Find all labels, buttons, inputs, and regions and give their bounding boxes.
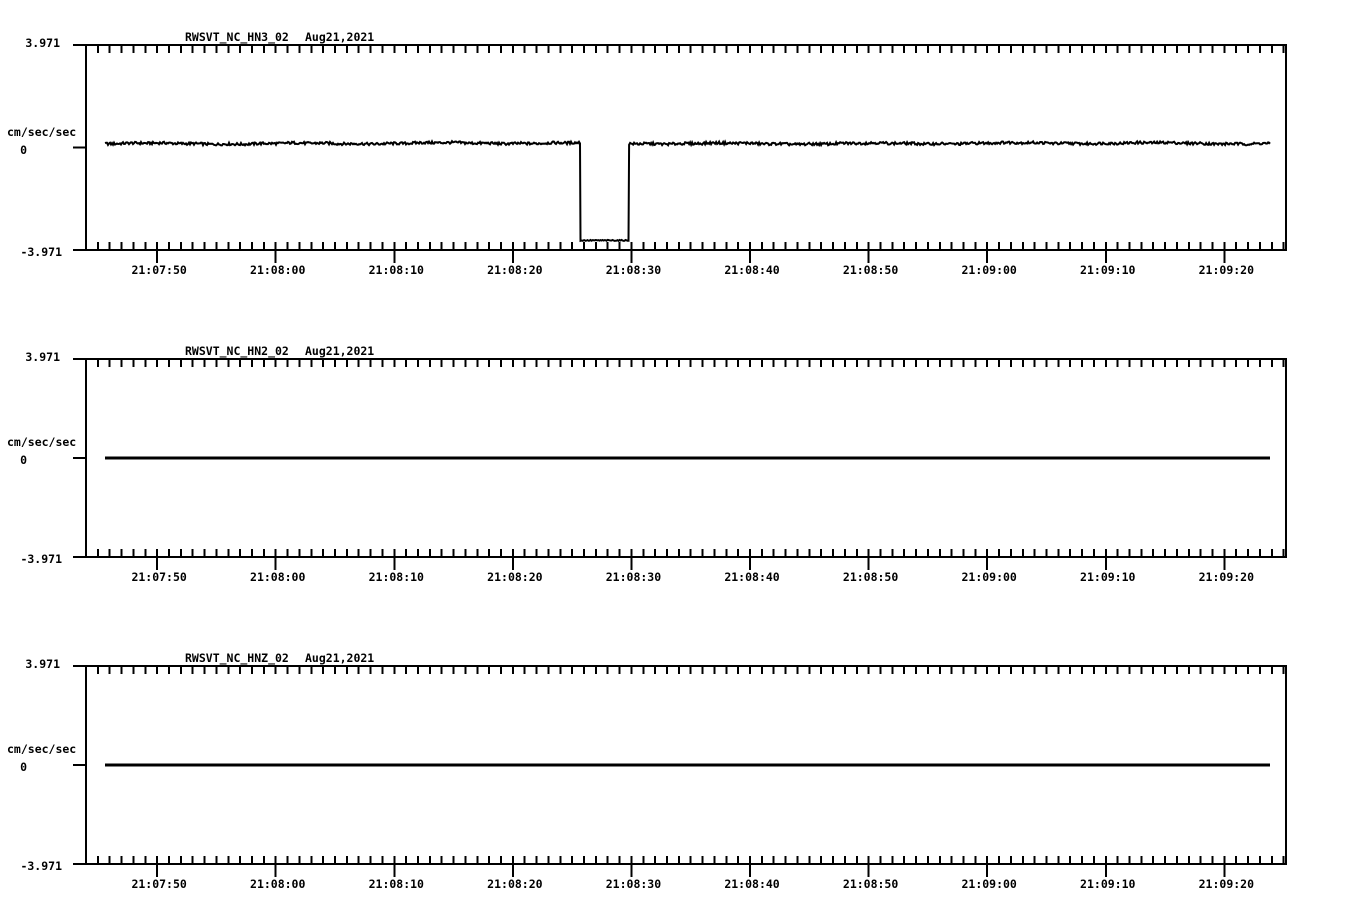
x-tick-label: 21:09:10 (1080, 263, 1136, 277)
y-tick-label-max: 3.971 (25, 36, 60, 50)
x-tick-label: 21:09:20 (1198, 570, 1255, 584)
y-tick-label-min: -3.971 (20, 552, 62, 566)
x-tick-label: 21:08:20 (487, 570, 543, 584)
x-tick-label: 21:08:40 (724, 570, 780, 584)
panel-title: RWSVT_NC_HN2_02 (185, 344, 289, 358)
y-tick-label-min: -3.971 (20, 859, 62, 873)
x-tick-label: 21:09:20 (1198, 263, 1255, 277)
x-tick-label: 21:09:00 (961, 570, 1017, 584)
x-tick-label: 21:08:00 (250, 263, 306, 277)
x-tick-label: 21:09:00 (961, 263, 1017, 277)
x-tick-label: 21:09:20 (1198, 877, 1255, 891)
x-tick-label: 21:08:10 (368, 877, 424, 891)
x-tick-label: 21:08:00 (250, 570, 306, 584)
x-tick-label: 21:07:50 (131, 570, 187, 584)
y-tick-label-zero: 0 (20, 453, 27, 467)
y-tick-label-min: -3.971 (20, 245, 62, 259)
x-tick-label: 21:08:00 (250, 877, 306, 891)
y-tick-label-max: 3.971 (25, 350, 60, 364)
x-tick-label: 21:07:50 (131, 263, 187, 277)
y-axis-unit-label: cm/sec/sec (7, 435, 77, 449)
x-tick-label: 21:08:30 (605, 570, 662, 584)
x-tick-label: 21:08:20 (487, 877, 543, 891)
x-tick-label: 21:08:20 (487, 263, 543, 277)
seismogram-panel-hn3 (73, 44, 1287, 263)
y-axis-unit-label: cm/sec/sec (7, 124, 77, 139)
x-tick-label: 21:08:50 (842, 570, 899, 584)
panel-title: RWSVT_NC_HNZ_02 (185, 651, 289, 665)
x-tick-label: 21:09:10 (1080, 570, 1136, 584)
y-axis-unit-label: cm/sec/sec (7, 742, 77, 756)
y-tick-label-zero: 0 (20, 760, 27, 774)
x-tick-label: 21:08:40 (724, 877, 780, 891)
panel-date: Aug21,2021 (305, 30, 375, 44)
x-tick-label: 21:08:10 (368, 570, 424, 584)
x-tick-label: 21:08:50 (842, 877, 899, 891)
x-tick-label: 21:08:10 (368, 263, 424, 277)
x-tick-label: 21:08:50 (842, 263, 899, 277)
x-tick-label: 21:08:40 (724, 263, 780, 277)
y-tick-label-zero: 0 (20, 142, 27, 157)
x-tick-label: 21:07:50 (131, 877, 187, 891)
panel-title: RWSVT_NC_HN3_02 (185, 30, 289, 44)
plot-frame (85, 44, 1287, 251)
panel-date: Aug21,2021 (305, 651, 375, 665)
y-tick-label-max: 3.971 (25, 657, 60, 671)
x-tick-label: 21:09:10 (1080, 877, 1136, 891)
x-tick-label: 21:08:30 (605, 877, 662, 891)
x-tick-label: 21:08:30 (605, 263, 662, 277)
panel-date: Aug21,2021 (305, 344, 375, 358)
seismogram-panel-hnz (73, 665, 1287, 877)
x-tick-label: 21:09:00 (961, 877, 1017, 891)
waveform-trace-hn3 (104, 139, 1271, 243)
seismogram-panel-hn2 (73, 358, 1287, 570)
